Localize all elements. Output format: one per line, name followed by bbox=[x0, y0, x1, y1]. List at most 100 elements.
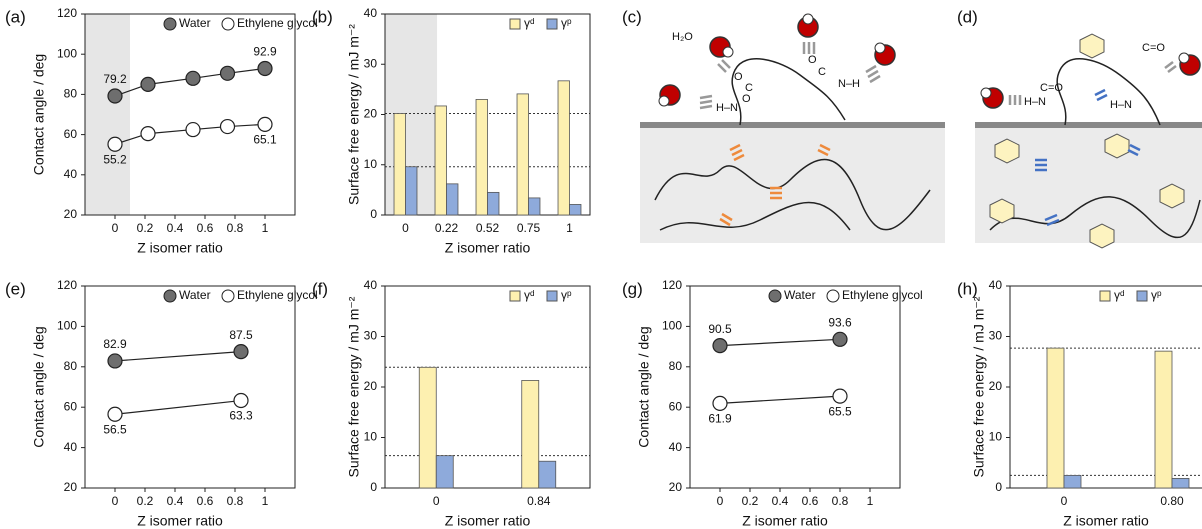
data-label: 65.5 bbox=[828, 404, 852, 418]
panel-label: (e) bbox=[5, 279, 26, 298]
plot-frame bbox=[84, 285, 296, 489]
x-tick-label: 0.8 bbox=[832, 494, 849, 508]
y-tick-label: 30 bbox=[364, 329, 378, 343]
y-tick-label: 60 bbox=[669, 399, 683, 413]
x-tick-label: 0 bbox=[433, 494, 440, 508]
x-tick-label: 1 bbox=[566, 221, 573, 235]
bar bbox=[516, 93, 529, 216]
legend-marker bbox=[768, 289, 782, 303]
legend-label: Ethylene glycol bbox=[237, 16, 318, 30]
diagram-text: C=O bbox=[1040, 82, 1063, 94]
y-tick-label: 10 bbox=[364, 157, 378, 171]
x-axis-label: Z isomer ratio bbox=[445, 513, 531, 529]
x-tick-label: 1 bbox=[262, 221, 269, 235]
chain bbox=[989, 196, 1201, 239]
data-point bbox=[140, 76, 156, 92]
chain bbox=[654, 158, 931, 231]
panel-label: (h) bbox=[957, 279, 978, 298]
data-label: 65.1 bbox=[253, 133, 277, 147]
y-tick-label: 40 bbox=[64, 440, 78, 454]
hydrogen-bond bbox=[699, 42, 881, 110]
bar bbox=[1154, 350, 1173, 489]
x-tick-label: 0 bbox=[717, 494, 724, 508]
bar bbox=[446, 183, 459, 216]
bar bbox=[538, 460, 557, 489]
x-tick-label: 0.6 bbox=[197, 221, 214, 235]
diagram-text: O bbox=[808, 54, 817, 66]
chain bbox=[659, 201, 851, 231]
data-point bbox=[233, 392, 249, 409]
y-axis-label: Contact angle / deg bbox=[636, 326, 652, 447]
bar bbox=[569, 204, 582, 216]
bar bbox=[1046, 347, 1065, 489]
y-tick-label: 10 bbox=[989, 430, 1003, 444]
bulk bbox=[640, 128, 945, 243]
bar bbox=[475, 99, 488, 216]
data-point bbox=[233, 344, 249, 360]
y-tick-label: 60 bbox=[64, 127, 78, 141]
diagram-d: (d) C=O H–N C=O H–N bbox=[957, 7, 1202, 249]
x-tick-label: 0 bbox=[112, 494, 119, 508]
y-tick-label: 20 bbox=[669, 480, 683, 494]
y-tick-label: 10 bbox=[364, 430, 378, 444]
y-axis-label: Surface free energy / mJ m⁻² bbox=[346, 296, 362, 477]
bar bbox=[521, 380, 540, 489]
legend-marker bbox=[826, 289, 840, 303]
bar bbox=[528, 197, 541, 216]
x-tick-label: 0.2 bbox=[137, 494, 154, 508]
plot-frame bbox=[689, 285, 901, 489]
x-axis-label: Z isomer ratio bbox=[137, 513, 223, 529]
diagram-text: O bbox=[734, 71, 743, 83]
series-line bbox=[114, 351, 242, 362]
diagram-text: C bbox=[745, 82, 753, 94]
diagram-text: H–N bbox=[1110, 99, 1132, 111]
legend-label: Ethylene glycol bbox=[237, 288, 318, 302]
y-tick-label: 80 bbox=[669, 359, 683, 373]
data-point bbox=[107, 88, 123, 104]
x-tick-label: 0.8 bbox=[227, 494, 244, 508]
legend-marker bbox=[221, 17, 235, 31]
data-point bbox=[185, 70, 201, 86]
x-tick-label: 0.6 bbox=[197, 494, 214, 508]
legend-label: γᵖ bbox=[561, 16, 572, 30]
panel-label: (b) bbox=[312, 7, 333, 26]
data-label: 63.3 bbox=[229, 409, 253, 423]
bar bbox=[418, 366, 437, 489]
data-label: 55.2 bbox=[103, 152, 127, 166]
legend-marker bbox=[163, 289, 177, 303]
legend-marker bbox=[221, 289, 235, 303]
data-point bbox=[219, 118, 236, 135]
y-tick-label: 80 bbox=[64, 87, 78, 101]
chain bbox=[731, 58, 846, 126]
x-tick-label: 0.4 bbox=[772, 494, 789, 508]
bar bbox=[405, 166, 418, 216]
y-tick-label: 120 bbox=[662, 278, 682, 292]
legend-marker bbox=[546, 18, 558, 30]
legend-label: γᵈ bbox=[524, 288, 535, 302]
x-tick-label: 0.4 bbox=[167, 221, 184, 235]
diagram-text: H–N bbox=[716, 102, 738, 114]
x-axis-label: Z isomer ratio bbox=[445, 240, 531, 256]
chain bbox=[1056, 58, 1161, 126]
x-tick-label: 0.4 bbox=[167, 494, 184, 508]
data-point bbox=[107, 406, 123, 422]
legend-marker bbox=[509, 290, 521, 302]
x-tick-label: 0.84 bbox=[527, 494, 551, 508]
legend-marker bbox=[509, 18, 521, 30]
x-axis-label: Z isomer ratio bbox=[742, 513, 828, 529]
panel-label: (d) bbox=[957, 7, 978, 26]
y-tick-label: 40 bbox=[669, 440, 683, 454]
y-tick-label: 60 bbox=[64, 399, 78, 413]
y-axis-label: Surface free energy / mJ m⁻² bbox=[971, 296, 987, 477]
x-axis-label: Z isomer ratio bbox=[137, 240, 223, 256]
legend-label: γᵖ bbox=[561, 288, 572, 302]
legend-label: γᵈ bbox=[1114, 288, 1125, 302]
water-molecule bbox=[658, 13, 896, 107]
panel-label: (a) bbox=[5, 7, 26, 26]
bar bbox=[434, 105, 447, 216]
series-line bbox=[719, 395, 841, 404]
interaction bbox=[719, 143, 831, 227]
surface bbox=[975, 122, 1202, 128]
series-line bbox=[114, 399, 242, 415]
bar bbox=[487, 191, 500, 216]
